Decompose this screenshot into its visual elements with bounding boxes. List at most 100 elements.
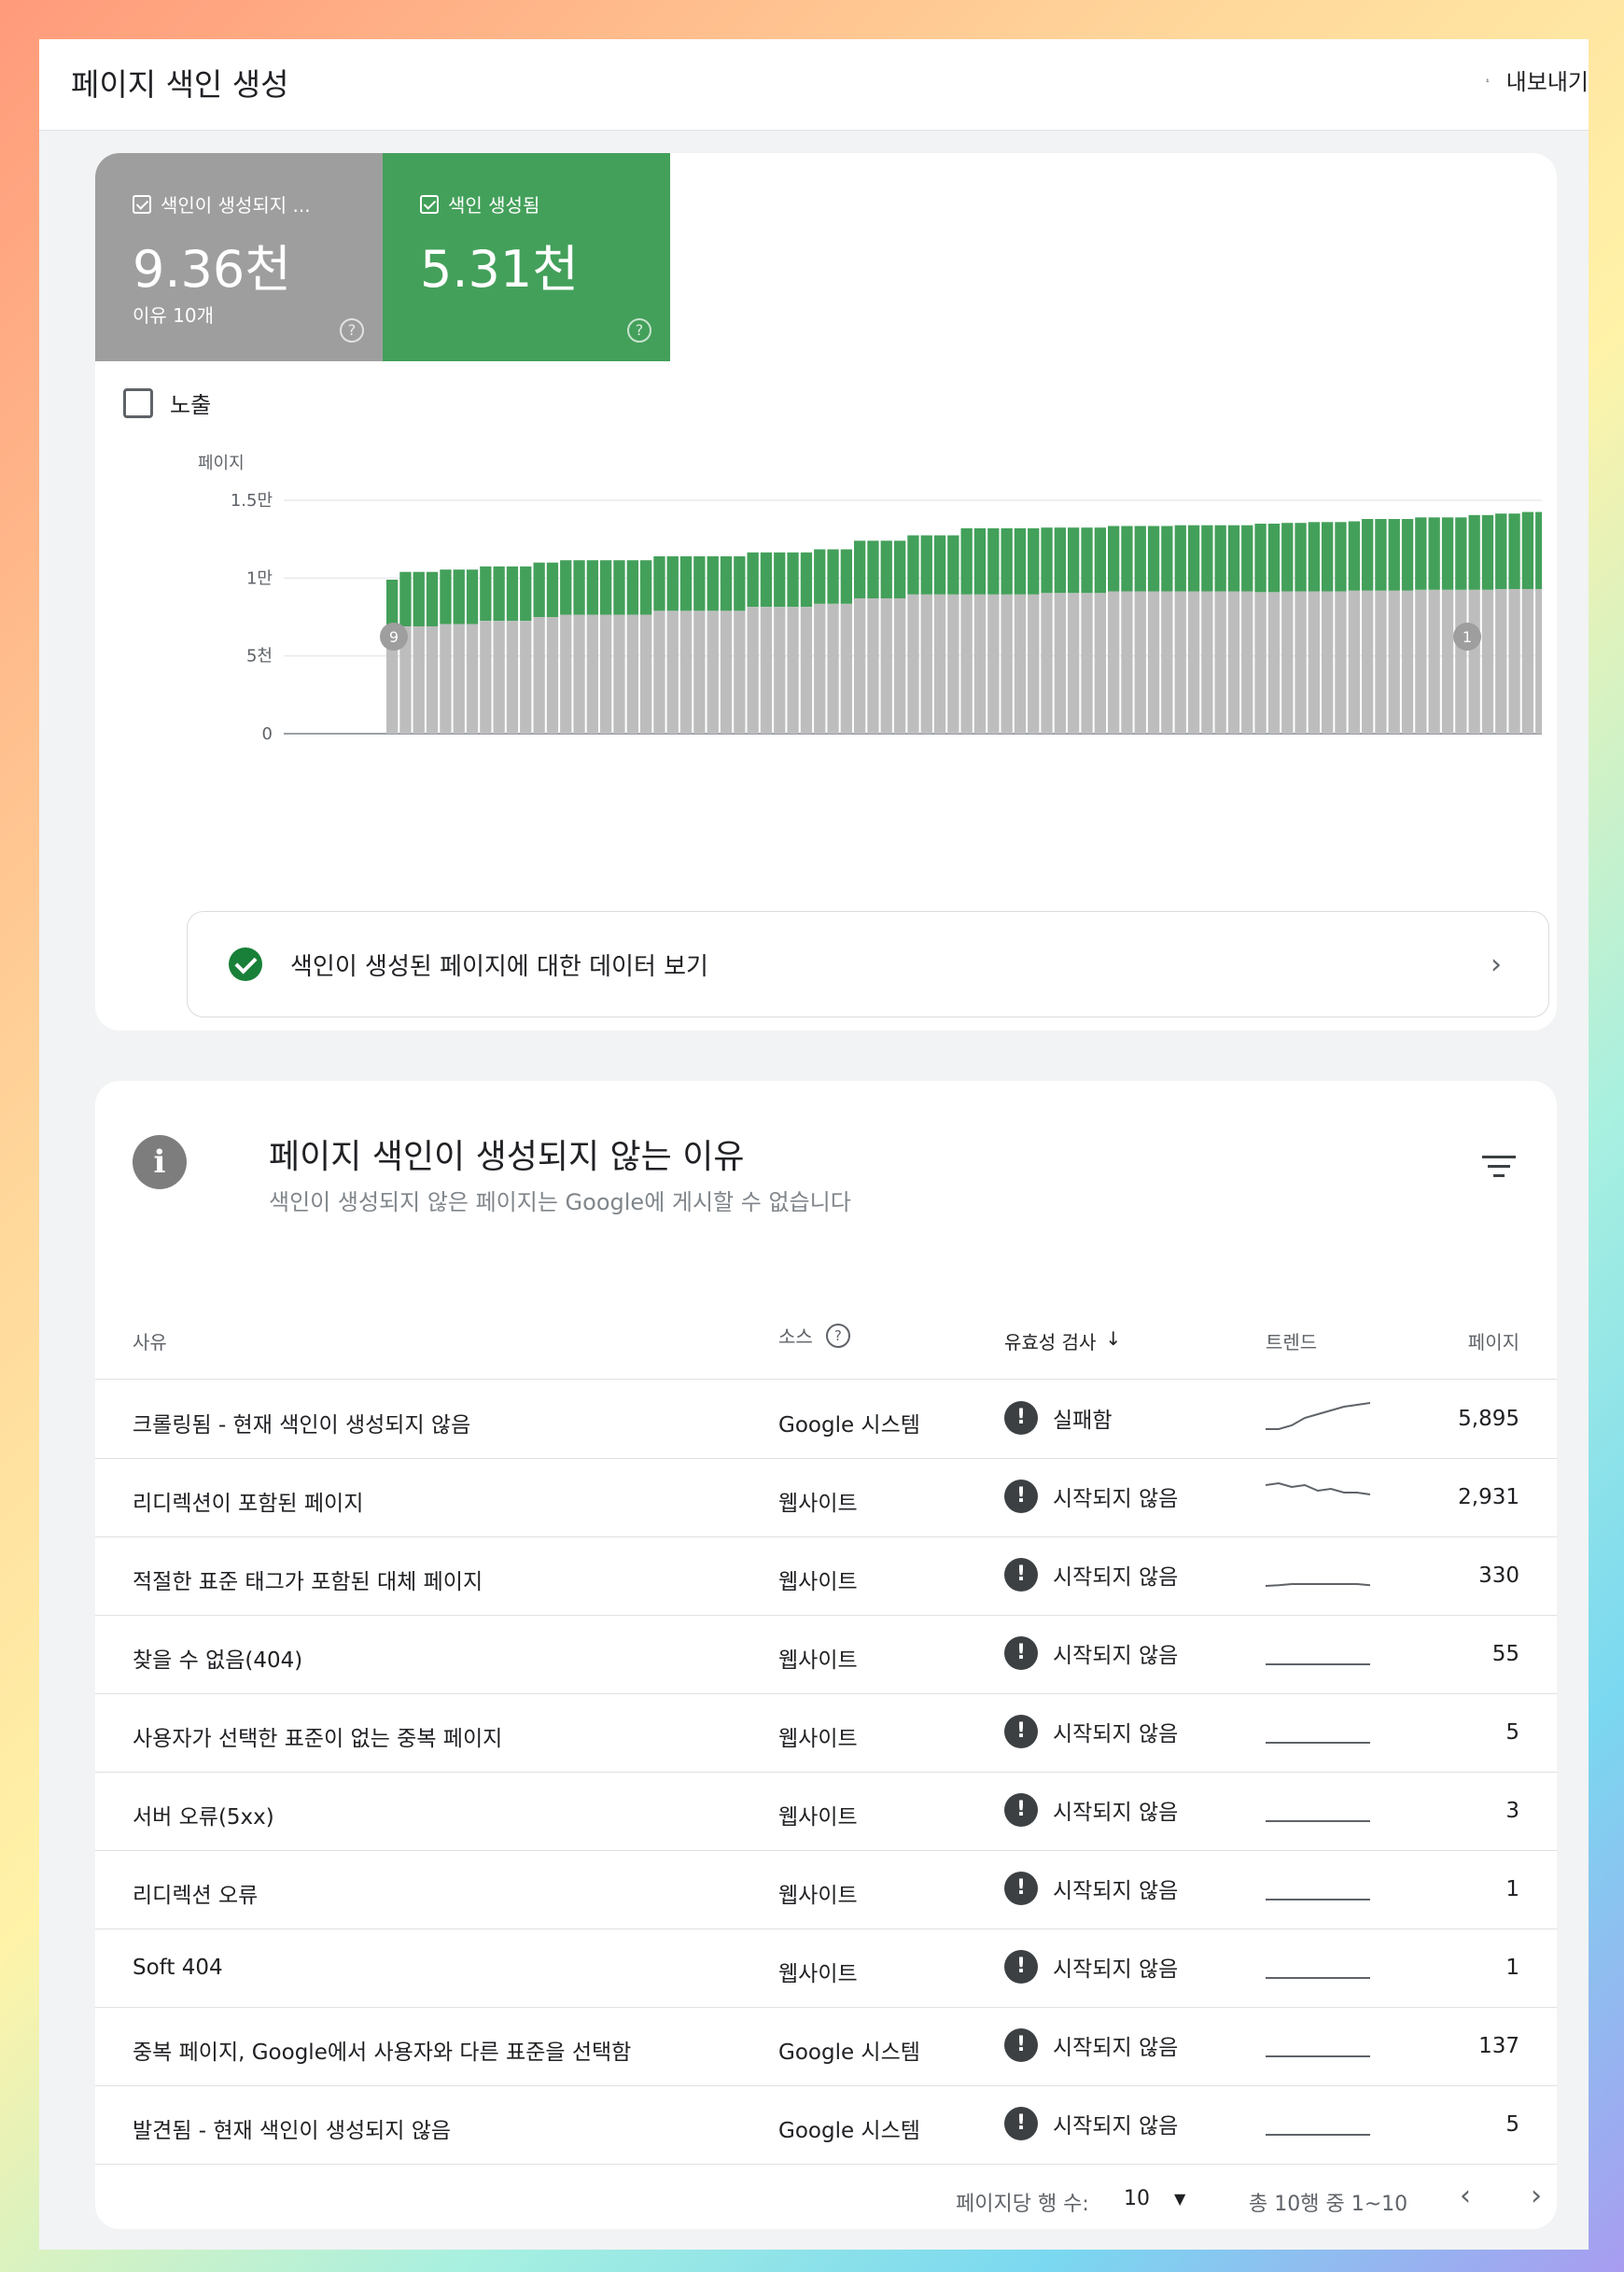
bar-indexed[interactable] xyxy=(613,560,625,615)
bar-not-indexed[interactable] xyxy=(453,624,465,735)
bar-indexed[interactable] xyxy=(1094,527,1106,594)
bar-indexed[interactable] xyxy=(1054,527,1066,594)
bar-not-indexed[interactable] xyxy=(1254,592,1267,734)
bar-not-indexed[interactable] xyxy=(1001,594,1013,734)
bar-indexed[interactable] xyxy=(720,556,733,611)
export-button[interactable]: 내보내기 xyxy=(1486,63,1589,96)
bar-indexed[interactable] xyxy=(880,540,892,598)
bar-not-indexed[interactable] xyxy=(1401,590,1414,734)
bar-not-indexed[interactable] xyxy=(1201,591,1213,735)
bar-not-indexed[interactable] xyxy=(707,610,719,734)
bar-indexed[interactable] xyxy=(1241,525,1253,592)
bar-not-indexed[interactable] xyxy=(760,607,773,734)
bar-not-indexed[interactable] xyxy=(933,594,946,734)
bar-indexed[interactable] xyxy=(693,556,706,611)
bar-indexed[interactable] xyxy=(1508,513,1520,589)
view-indexed-button[interactable]: 색인이 생성된 페이지에 대한 데이터 보기 › xyxy=(187,911,1549,1017)
bar-indexed[interactable] xyxy=(1028,528,1040,595)
bar-not-indexed[interactable] xyxy=(613,614,625,735)
bar-indexed[interactable] xyxy=(399,571,412,626)
not-indexed-tile[interactable]: 색인이 생성되지 ... 9.36천 이유 10개 ? xyxy=(95,153,383,361)
bar-not-indexed[interactable] xyxy=(1054,593,1066,734)
bar-indexed[interactable] xyxy=(894,540,906,598)
next-page-button[interactable]: › xyxy=(1531,2180,1542,2212)
bar-indexed[interactable] xyxy=(1388,519,1400,591)
bar-not-indexed[interactable] xyxy=(787,607,799,734)
bar-indexed[interactable] xyxy=(1322,522,1334,592)
bar-indexed[interactable] xyxy=(1267,524,1281,593)
bar-not-indexed[interactable] xyxy=(1147,591,1160,735)
bar-not-indexed[interactable] xyxy=(1174,591,1186,735)
bar-not-indexed[interactable] xyxy=(1134,591,1146,735)
bar-indexed[interactable] xyxy=(1147,526,1160,592)
bar-indexed[interactable] xyxy=(413,571,425,626)
bar-not-indexed[interactable] xyxy=(1187,591,1200,735)
bar-not-indexed[interactable] xyxy=(1375,590,1387,734)
bar-indexed[interactable] xyxy=(1254,524,1267,593)
bar-indexed[interactable] xyxy=(1161,526,1173,592)
bar-not-indexed[interactable] xyxy=(880,598,892,734)
bar-indexed[interactable] xyxy=(907,535,919,595)
bar-indexed[interactable] xyxy=(973,528,987,595)
bar-indexed[interactable] xyxy=(760,552,773,608)
bar-not-indexed[interactable] xyxy=(1362,590,1374,734)
bar-indexed[interactable] xyxy=(1521,512,1533,590)
bar-indexed[interactable] xyxy=(506,566,519,622)
bar-not-indexed[interactable] xyxy=(1415,589,1427,734)
bar-not-indexed[interactable] xyxy=(1267,592,1281,734)
bar-not-indexed[interactable] xyxy=(1441,589,1454,734)
bar-not-indexed[interactable] xyxy=(1014,594,1027,734)
bar-not-indexed[interactable] xyxy=(1335,591,1347,735)
bar-indexed[interactable] xyxy=(1481,514,1494,590)
bar-indexed[interactable] xyxy=(987,528,1000,595)
bar-not-indexed[interactable] xyxy=(1281,591,1294,735)
bar-indexed[interactable] xyxy=(640,560,652,615)
bar-not-indexed[interactable] xyxy=(1468,589,1480,734)
annotation-marker[interactable] xyxy=(380,623,408,651)
bar-not-indexed[interactable] xyxy=(1348,590,1360,734)
bar-not-indexed[interactable] xyxy=(546,617,559,734)
bar-indexed[interactable] xyxy=(586,560,598,615)
bar-indexed[interactable] xyxy=(814,549,826,604)
bar-indexed[interactable] xyxy=(666,556,679,611)
bar-indexed[interactable] xyxy=(960,528,973,595)
bar-not-indexed[interactable] xyxy=(1121,591,1133,735)
bar-not-indexed[interactable] xyxy=(867,598,879,734)
bar-not-indexed[interactable] xyxy=(1227,591,1240,735)
bar-indexed[interactable] xyxy=(1068,527,1080,594)
table-row[interactable]: 적절한 표준 태그가 포함된 대체 페이지 웹사이트! 시작되지 않음 330 xyxy=(95,1537,1557,1616)
bar-not-indexed[interactable] xyxy=(480,621,492,734)
bar-not-indexed[interactable] xyxy=(493,621,505,734)
bar-indexed[interactable] xyxy=(1401,519,1414,591)
bar-not-indexed[interactable] xyxy=(640,614,652,735)
bar-indexed[interactable] xyxy=(774,552,786,608)
bar-not-indexed[interactable] xyxy=(399,626,412,734)
bar-indexed[interactable] xyxy=(560,560,572,615)
bar-not-indexed[interactable] xyxy=(1295,591,1307,735)
bar-indexed[interactable] xyxy=(787,552,799,608)
rows-per-page-select[interactable]: 10 ▼ xyxy=(1124,2187,1185,2211)
bar-not-indexed[interactable] xyxy=(960,594,973,734)
bar-indexed[interactable] xyxy=(600,560,612,615)
bar-indexed[interactable] xyxy=(440,569,452,624)
bar-not-indexed[interactable] xyxy=(747,607,759,734)
bar-not-indexed[interactable] xyxy=(1214,591,1226,735)
bar-indexed[interactable] xyxy=(1335,522,1347,592)
filter-icon[interactable] xyxy=(1482,1156,1516,1180)
bar-not-indexed[interactable] xyxy=(1388,590,1400,734)
bar-indexed[interactable] xyxy=(1281,523,1294,592)
bar-not-indexed[interactable] xyxy=(1481,589,1494,734)
bar-indexed[interactable] xyxy=(840,549,852,604)
bar-not-indexed[interactable] xyxy=(1535,589,1542,734)
bar-indexed[interactable] xyxy=(1375,519,1387,591)
bar-not-indexed[interactable] xyxy=(679,610,693,734)
bar-not-indexed[interactable] xyxy=(573,614,585,735)
bar-indexed[interactable] xyxy=(1187,525,1200,592)
bar-not-indexed[interactable] xyxy=(774,607,786,734)
bar-indexed[interactable] xyxy=(466,569,479,624)
bar-not-indexed[interactable] xyxy=(1428,589,1440,734)
bar-not-indexed[interactable] xyxy=(1455,589,1467,734)
bar-indexed[interactable] xyxy=(453,569,465,624)
bar-indexed[interactable] xyxy=(1201,525,1213,592)
col-source[interactable]: 소스 ? xyxy=(778,1322,850,1349)
